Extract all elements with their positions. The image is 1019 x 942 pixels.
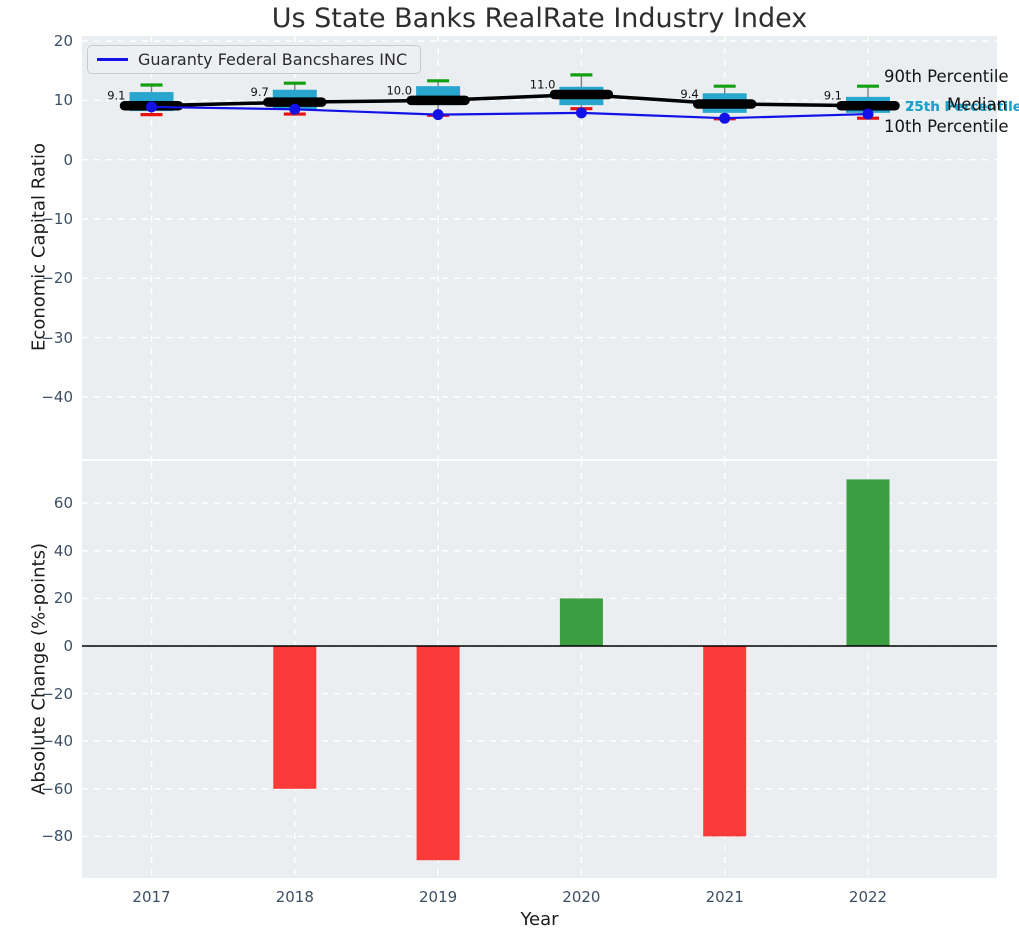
ytick-label-top: 20 (53, 32, 73, 51)
ytick-label-bottom: −20 (41, 684, 73, 703)
label-median: Median (947, 95, 1008, 114)
ytick-label-bottom: 0 (63, 637, 73, 655)
ytick-label-bottom: 60 (53, 494, 73, 513)
y-axis-label-top: Economic Capital Ratio (28, 143, 50, 351)
median-value-annotation: 9.4 (680, 87, 698, 101)
ytick-label-bottom: 40 (53, 541, 73, 560)
label-10th-percentile: 10th Percentile (884, 117, 1009, 136)
legend: Guaranty Federal Bancshares INC (87, 45, 422, 74)
ytick-label-top: −10 (41, 210, 73, 228)
company-dot (862, 108, 874, 120)
xtick-label: 2019 (419, 888, 458, 906)
top-plot-area: 9.1 9.7 10.0 11.0 9.4 9.1 (82, 36, 997, 459)
xtick-label: 2022 (848, 888, 888, 906)
bar-negative (703, 646, 747, 837)
bottom-plot-area (82, 461, 997, 878)
bar-positive (559, 598, 603, 646)
company-dot (146, 101, 157, 113)
ytick-label-bottom: −80 (41, 827, 73, 846)
top-plot-canvas: 9.1 9.7 10.0 11.0 9.4 9.1 (82, 36, 997, 459)
bottom-plot-canvas (82, 461, 997, 878)
x-axis-label: Year (520, 909, 559, 930)
legend-series-label: Guaranty Federal Bancshares INC (138, 50, 408, 69)
ytick-label-top: −20 (41, 269, 73, 288)
page-title: Us State Banks RealRate Industry Index (271, 3, 808, 34)
bar-negative (273, 646, 317, 789)
ytick-label-bottom: 20 (53, 589, 73, 608)
xtick-label: 2021 (705, 888, 744, 906)
bar-positive (846, 479, 890, 646)
company-dot (719, 112, 731, 124)
median-value-annotation: 9.1 (824, 89, 842, 103)
xtick-label: 2020 (562, 888, 601, 906)
company-dot (575, 107, 587, 119)
median-value-annotation: 9.7 (251, 85, 269, 99)
xtick-label: 2017 (132, 888, 171, 906)
y-axis-label-bottom: Absolute Change (%-points) (28, 543, 50, 795)
company-line (151, 105, 869, 120)
company-dot (432, 109, 444, 121)
xtick-label: 2018 (275, 888, 314, 906)
legend-line-swatch (97, 58, 128, 61)
label-25th-percentile: 25th Percentile (905, 99, 1019, 115)
ytick-label-top: −30 (41, 328, 73, 347)
ytick-label-top: 10 (53, 91, 73, 110)
ytick-label-top: −40 (41, 387, 73, 406)
label-90th-percentile: 90th Percentile (884, 67, 1009, 86)
median-value-annotation: 11.0 (530, 77, 556, 91)
bar-negative (416, 646, 460, 861)
median-value-annotation: 10.0 (386, 83, 412, 97)
label-75th-percentile: 75th Percentile (905, 99, 1019, 115)
company-dot (289, 103, 301, 115)
median-value-annotation: 9.1 (107, 89, 125, 103)
ytick-label-bottom: −40 (41, 732, 73, 751)
ytick-label-bottom: −60 (41, 779, 73, 798)
ytick-label-top: 0 (63, 150, 73, 169)
